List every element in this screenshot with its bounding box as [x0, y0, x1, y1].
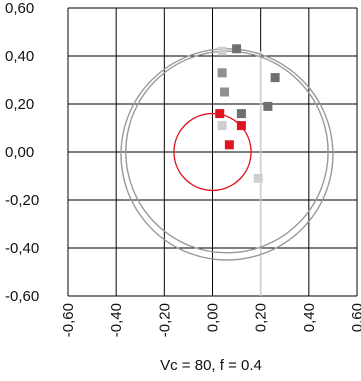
data-point-light-gray — [253, 173, 263, 183]
gray-outer-circle-2 — [120, 48, 334, 261]
x-tick-label: -0,20 — [156, 303, 173, 337]
x-tick-label: 0,00 — [205, 303, 222, 332]
data-point-dark-gray — [270, 73, 280, 83]
y-tick-label: 0,20 — [5, 96, 34, 113]
data-point-light-gray — [217, 46, 227, 56]
x-tick-label: -0,40 — [108, 303, 125, 337]
chart-caption: Vc = 80, f = 0.4 — [160, 357, 262, 374]
y-tick-label: -0,20 — [5, 192, 39, 209]
data-point-red — [236, 121, 246, 131]
y-tick-labels: 0,60 0,40 0,20 0,00 -0,20 -0,40 -0,60 — [5, 0, 39, 305]
x-tick-label: -0,60 — [60, 303, 77, 337]
data-point-dark-gray — [263, 101, 273, 111]
data-point-mid-gray — [220, 87, 230, 97]
data-point-mid-gray — [217, 68, 227, 78]
data-point-dark-gray — [232, 44, 242, 54]
circles — [120, 48, 334, 261]
x-tick-label: 0,20 — [253, 303, 270, 332]
data-point-red — [224, 140, 234, 150]
x-tick-label: 0,40 — [301, 303, 318, 332]
gray-outer-circle-1 — [125, 50, 329, 254]
data-points — [215, 44, 280, 183]
x-tick-label: 0,60 — [349, 303, 361, 332]
data-point-red — [215, 109, 225, 119]
x-tick-labels: -0,60 -0,40 -0,20 0,00 0,20 0,40 0,60 — [60, 303, 361, 337]
data-point-light-gray — [217, 121, 227, 131]
y-tick-label: -0,60 — [5, 288, 39, 305]
data-point-dark-gray — [236, 109, 246, 119]
grid — [67, 7, 358, 297]
y-tick-label: 0,00 — [5, 144, 34, 161]
y-tick-label: -0,40 — [5, 240, 39, 257]
red-tolerance-circle — [173, 112, 252, 192]
y-tick-label: 0,40 — [5, 48, 34, 65]
y-tick-label: 0,60 — [5, 0, 34, 17]
